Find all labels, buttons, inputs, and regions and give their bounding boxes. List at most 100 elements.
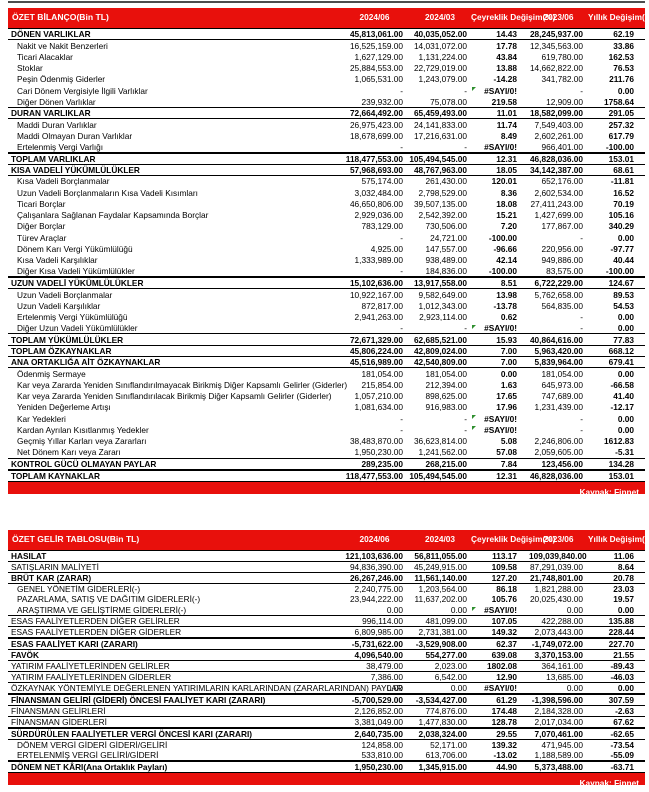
column-header-2024-03: 2024/03 (409, 8, 471, 29)
cell-value: 8.64 (588, 560, 645, 573)
row-label: TOPLAM YÜKÜMLÜLÜKLER (8, 333, 340, 346)
cell-value: 747,689.00 (541, 391, 583, 402)
cell-value: 211.76 (609, 74, 634, 85)
cell-value: - (400, 85, 403, 96)
cell-value: 5,762,658.00 (534, 289, 583, 300)
cell-value: 56,811,055.00 (409, 549, 471, 562)
row-label: FAVÖK (8, 648, 340, 661)
table-row: KISA VADELİ YÜKÜMLÜLÜKLER 57,968,693.00 48… (8, 163, 645, 177)
cell-value: 11,561,140.00 (409, 571, 471, 584)
cell-value: -100.00 (488, 232, 517, 243)
cell-value: - (580, 85, 583, 96)
cell-value: 16,525,159.00 (349, 40, 403, 51)
cell-value: 94,836,390.00 (340, 560, 409, 573)
cell-value: 45,813,061.00 (340, 27, 409, 41)
row-label: Ertelenmiş Vergi Varlığı (17, 141, 104, 152)
table-row: TOPLAM KAYNAKLAR 118,477,553.00 105,494,54… (8, 468, 645, 482)
cell-value: 2,602,261.00 (534, 130, 583, 141)
cell-value: 118,477,553.00 (340, 468, 409, 482)
cell-value: -14.28 (493, 74, 517, 85)
cell-value: 25,884,553.00 (349, 63, 403, 74)
error-flag-icon (472, 86, 476, 91)
cell-value: 966,401.00 (541, 141, 583, 152)
cell-value: 17.65 (496, 391, 517, 402)
row-label: DURAN VARLIKLAR (8, 107, 340, 120)
row-label: ERTELENMİŞ VERGİ GELİRİ/GİDERİ (17, 750, 159, 761)
cell-value: 916,983.00 (425, 402, 467, 413)
balance-table-title: ÖZET BİLANÇO(Bin TL) (8, 8, 340, 29)
cell-value: 0.00 (617, 311, 634, 322)
cell-value: 2,941,263.00 (354, 311, 403, 322)
cell-value: 17.96 (496, 402, 517, 413)
source-label: Kaynak: Finnet (579, 778, 639, 789)
table-row: Kısa Vadeli Borçlanmalar 575,174.00 261,43… (8, 176, 645, 187)
cell-value: -46.03 (588, 670, 645, 683)
cell-value: 341,782.00 (541, 74, 583, 85)
cell-value: - (464, 413, 467, 424)
cell-value: 14,031,072.00 (413, 40, 467, 51)
cell-value: 8.49 (500, 130, 517, 141)
cell-value: 21.55 (588, 648, 645, 661)
table-row: Maddi Olmayan Duran Varlıklar 18,678,699.… (8, 130, 645, 141)
cell-value: 26,975,423.00 (349, 119, 403, 130)
cell-value: 239,932.00 (361, 96, 403, 107)
cell-value: 2,023.00 (409, 659, 471, 672)
column-header-quarterly-change: Çeyreklik Değişim(%) (471, 529, 555, 551)
table-row: SATIŞLARIN MALİYETİ 94,836,390.00 45,249,9… (8, 560, 645, 573)
cell-value: 11.01 (471, 107, 529, 120)
cell-value: -62.65 (588, 727, 645, 740)
income-header-row: ÖZET GELİR TABLOSU(Bin TL) 2024/06 2024/… (8, 529, 649, 551)
row-label: ARAŞTIRMA VE GELİŞTİRME GİDERLERİ(-) (17, 604, 187, 615)
table-row: Uzun Vadeli Borçlanmalar 10,922,167.00 9,5… (8, 289, 645, 300)
cell-value: - (580, 424, 583, 435)
column-header-yearly-change: Yıllık Değişim(%) (588, 8, 649, 29)
cell-value: 12.31 (471, 468, 529, 482)
cell-value: 5,963,420.00 (529, 344, 588, 358)
cell-value: 89.53 (613, 289, 634, 300)
table-row: Ertelenmiş Vergi Varlığı - - #SAYI/0! 966,40… (8, 141, 645, 152)
row-label: Ticari Alacaklar (17, 51, 73, 62)
cell-value: 2,184,328.00 (529, 704, 588, 717)
cell-value: 11,637,202.00 (414, 594, 467, 605)
cell-value: 2,126,852.00 (340, 704, 409, 717)
cell-value: 1,012,343.00 (418, 300, 467, 311)
cell-value: 135.88 (588, 614, 645, 627)
table-row: UZUN VADELİ YÜKÜMLÜLÜKLER 15,102,636.00 13… (8, 276, 645, 290)
cell-value: 1,821,288.00 (534, 583, 583, 594)
cell-value: 6,722,229.00 (529, 276, 588, 290)
cell-value: 1,081,634.00 (354, 402, 403, 413)
row-label: FİNANSMAN GELİRLERİ (8, 704, 340, 717)
cell-value: 62.37 (471, 637, 529, 650)
row-label: DÖNEM NET KÂRI(Ana Ortaklık Payları) (8, 760, 340, 774)
column-header-yearly-change: Yıllık Değişim(%) (588, 529, 649, 551)
cell-value: #SAYI/0! (471, 682, 529, 695)
cell-value: 261,430.00 (425, 176, 467, 187)
table-row: ANA ORTAKLIĞA AİT ÖZKAYNAKLAR 45,516,989.… (8, 356, 645, 369)
cell-value: 46,650,806.00 (349, 198, 403, 209)
cell-value: 0.00 (500, 368, 517, 379)
cell-value: 1612.83 (604, 436, 634, 447)
cell-value: 1,231,439.00 (534, 402, 583, 413)
cell-value: 0.00 (409, 682, 471, 695)
table-row: Kardan Ayrılan Kısıtlanmış Yedekler - - #SA… (8, 424, 645, 435)
cell-value: -5,731,622.00 (340, 637, 409, 650)
cell-value: -1,749,072.00 (529, 637, 588, 650)
cell-value: 162.53 (608, 51, 634, 62)
cell-value: 7,549,403.00 (534, 119, 583, 130)
row-label: TOPLAM ÖZKAYNAKLAR (8, 344, 340, 358)
row-label: FİNANSMAN GİDERLERİ (8, 716, 340, 729)
cell-value: 783,129.00 (361, 221, 403, 232)
cell-value: 2,798,529.00 (418, 187, 467, 198)
cell-value: 481,099.00 (409, 614, 471, 627)
cell-value: 22,729,019.00 (413, 63, 467, 74)
cell-value: 5,373,488.00 (529, 760, 588, 774)
cell-value: 120.01 (491, 176, 517, 187)
cell-value: 13.98 (496, 289, 517, 300)
row-label: Çalışanlara Sağlanan Faydalar Kapsamında… (17, 210, 209, 221)
cell-value: 68.61 (588, 163, 645, 177)
table-row: ARAŞTIRMA VE GELİŞTİRME GİDERLERİ(-) 0.00… (8, 605, 645, 616)
row-label: Peşin Ödenmiş Giderler (17, 74, 106, 85)
source-bar: Kaynak: Finnet (8, 773, 645, 789)
row-label: YATIRIM FAALİYETLERİNDEN GİDERLER (8, 670, 340, 683)
cell-value: 0.00 (617, 424, 634, 435)
